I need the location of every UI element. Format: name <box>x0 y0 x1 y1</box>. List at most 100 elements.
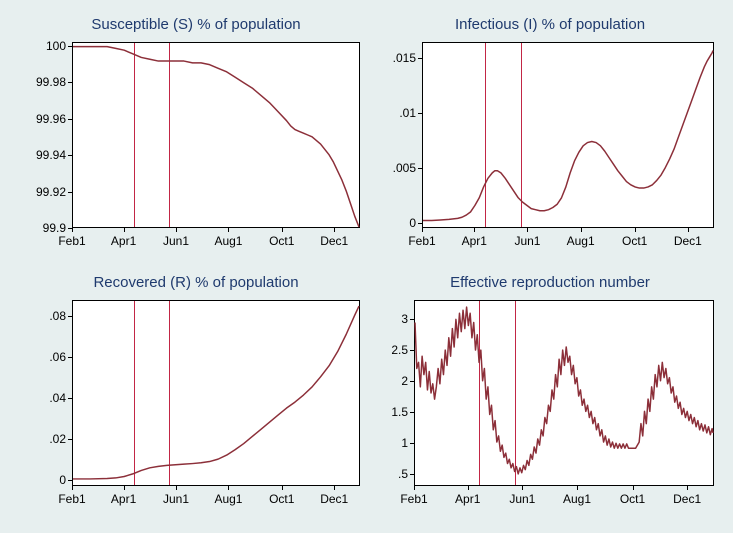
x-tick-label: Feb1 <box>400 492 427 506</box>
panel-reproduction: Effective reproduction number .5 1 1.5 2 2.5 3… <box>380 272 720 518</box>
x-tick-label: Feb1 <box>58 234 85 248</box>
x-tick <box>687 486 688 490</box>
x-tick <box>414 486 415 490</box>
y-tick-label: .015 <box>393 51 416 65</box>
x-tick <box>72 228 73 232</box>
plot-area <box>72 42 360 228</box>
x-tick <box>176 228 177 232</box>
x-tick <box>422 228 423 232</box>
x-tick-label: Oct1 <box>269 234 294 248</box>
x-tick-label: Aug1 <box>563 492 591 506</box>
y-tick-label: 99.9 <box>43 221 66 235</box>
y-tick-label: 2 <box>401 374 408 388</box>
x-tick <box>468 486 469 490</box>
x-tick-label: Feb1 <box>408 234 435 248</box>
x-tick-label: Aug1 <box>214 234 242 248</box>
x-tick-label: Dec1 <box>320 234 348 248</box>
x-tick <box>635 228 636 232</box>
y-tick <box>410 474 414 475</box>
panel-title: Susceptible (S) % of population <box>26 16 366 33</box>
y-tick-label: .01 <box>399 106 416 120</box>
series-line <box>415 301 713 485</box>
x-tick <box>72 486 73 490</box>
x-tick-label: Jun1 <box>163 234 189 248</box>
series-line <box>73 301 359 485</box>
x-tick <box>633 486 634 490</box>
x-tick <box>124 228 125 232</box>
y-tick <box>418 58 422 59</box>
y-tick <box>68 357 72 358</box>
y-tick-label: 99.98 <box>36 75 66 89</box>
x-tick-label: Apr1 <box>462 234 487 248</box>
x-tick-label: Oct1 <box>622 234 647 248</box>
plot-area <box>72 300 360 486</box>
panel-title: Effective reproduction number <box>380 274 720 291</box>
y-tick <box>68 155 72 156</box>
panel-title: Recovered (R) % of population <box>26 274 366 291</box>
y-tick <box>410 350 414 351</box>
x-tick-label: Apr1 <box>455 492 480 506</box>
y-tick <box>410 381 414 382</box>
y-tick <box>410 319 414 320</box>
x-tick-label: Aug1 <box>567 234 595 248</box>
series-line <box>423 43 713 227</box>
y-tick-label: 99.96 <box>36 112 66 126</box>
y-tick-label: 0 <box>409 216 416 230</box>
y-tick-label: 99.94 <box>36 148 66 162</box>
y-tick-label: 3 <box>401 312 408 326</box>
y-tick <box>410 412 414 413</box>
x-tick <box>334 228 335 232</box>
y-tick <box>68 82 72 83</box>
y-tick-label: 2.5 <box>391 343 408 357</box>
x-tick <box>334 486 335 490</box>
y-tick-label: 1 <box>401 436 408 450</box>
y-tick-label: 0 <box>59 473 66 487</box>
x-tick-label: Dec1 <box>673 492 701 506</box>
y-tick-label: 1.5 <box>391 405 408 419</box>
y-tick-label: 99.92 <box>36 185 66 199</box>
x-tick-label: Aug1 <box>214 492 242 506</box>
y-tick-label: .5 <box>398 467 408 481</box>
x-tick <box>282 486 283 490</box>
x-tick <box>577 486 578 490</box>
y-tick-label: .02 <box>49 432 66 446</box>
x-tick-label: Apr1 <box>111 492 136 506</box>
x-tick-label: Apr1 <box>111 234 136 248</box>
y-tick-label: .08 <box>49 309 66 323</box>
x-tick-label: Oct1 <box>620 492 645 506</box>
y-tick-label: 100 <box>46 39 66 53</box>
x-tick-label: Dec1 <box>674 234 702 248</box>
y-tick-label: .005 <box>393 161 416 175</box>
panel-infectious: Infectious (I) % of population0.005.01.0… <box>380 14 720 260</box>
y-tick <box>68 46 72 47</box>
plot-area <box>414 300 714 486</box>
x-tick <box>176 486 177 490</box>
x-tick <box>688 228 689 232</box>
x-tick-label: Jun1 <box>163 492 189 506</box>
x-tick <box>522 486 523 490</box>
y-tick <box>68 439 72 440</box>
x-tick <box>228 228 229 232</box>
y-tick <box>418 168 422 169</box>
y-tick <box>410 443 414 444</box>
series-line <box>73 43 359 227</box>
x-tick <box>581 228 582 232</box>
y-tick <box>68 398 72 399</box>
panel-recovered: Recovered (R) % of population0.02.04.06.… <box>26 272 366 518</box>
y-tick <box>68 316 72 317</box>
x-tick-label: Dec1 <box>320 492 348 506</box>
panel-susceptible: Susceptible (S) % of population 99.9 99.92… <box>26 14 366 260</box>
figure: Susceptible (S) % of population 99.9 99.92… <box>0 0 733 533</box>
y-tick <box>68 119 72 120</box>
y-tick-label: .04 <box>49 391 66 405</box>
x-tick <box>228 486 229 490</box>
x-tick-label: Jun1 <box>509 492 535 506</box>
x-tick <box>474 228 475 232</box>
x-tick-label: Jun1 <box>514 234 540 248</box>
y-tick <box>418 113 422 114</box>
x-tick <box>124 486 125 490</box>
x-tick <box>282 228 283 232</box>
x-tick <box>527 228 528 232</box>
x-tick-label: Oct1 <box>269 492 294 506</box>
y-tick <box>418 223 422 224</box>
